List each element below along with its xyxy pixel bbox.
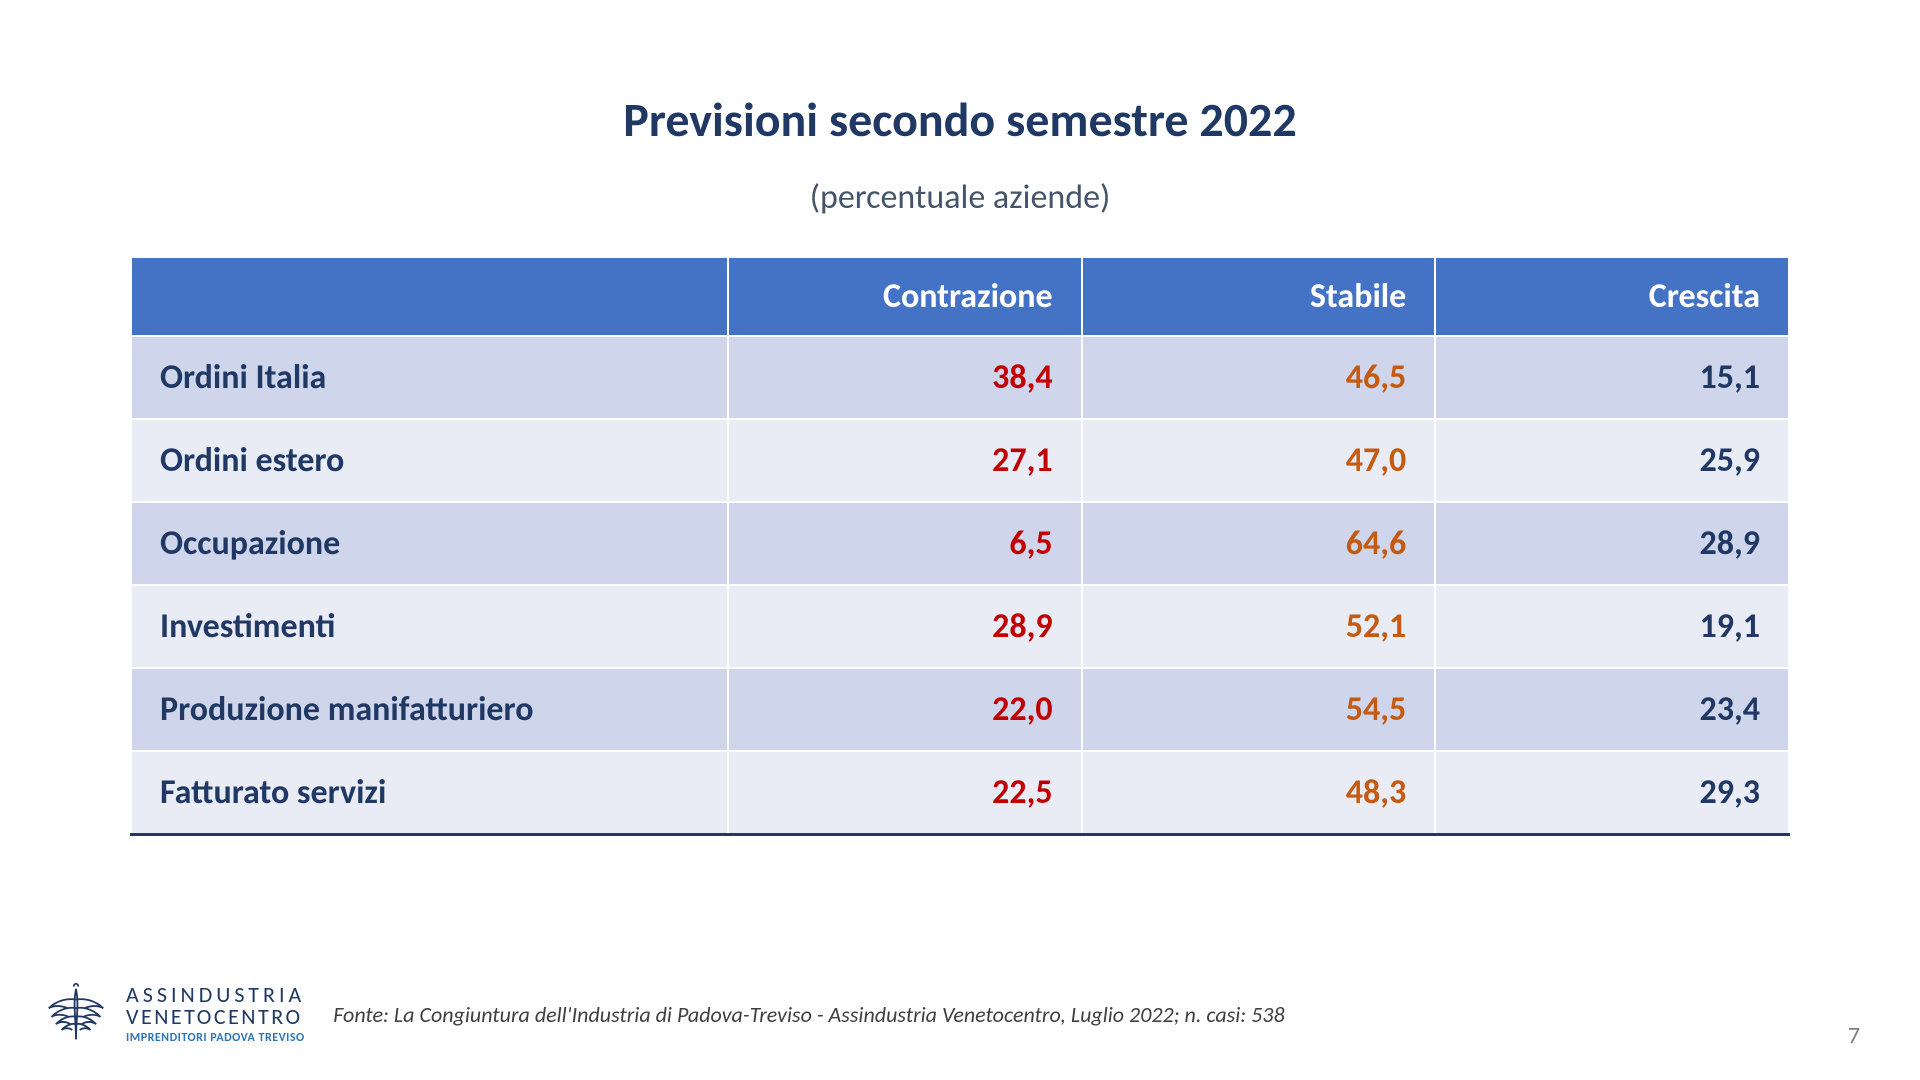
header-contrazione: Contrazione — [728, 257, 1082, 336]
cell-contrazione: 28,9 — [728, 585, 1082, 668]
slide-footer: ASSINDUSTRIA VENETOCENTRO IMPRENDITORI P… — [0, 978, 1920, 1050]
table-header-row: Contrazione Stabile Crescita — [131, 257, 1789, 336]
cell-contrazione: 38,4 — [728, 336, 1082, 419]
slide-subtitle: (percentuale aziende) — [130, 177, 1790, 218]
row-label: Fatturato servizi — [131, 751, 728, 835]
cell-stabile: 52,1 — [1082, 585, 1436, 668]
cell-contrazione: 6,5 — [728, 502, 1082, 585]
cell-crescita: 23,4 — [1435, 668, 1789, 751]
table-row: Fatturato servizi22,548,329,3 — [131, 751, 1789, 835]
table-row: Occupazione6,564,628,9 — [131, 502, 1789, 585]
slide-container: Previsioni secondo semestre 2022 (percen… — [0, 0, 1920, 1080]
row-label: Ordini Italia — [131, 336, 728, 419]
table-row: Produzione manifatturiero22,054,523,4 — [131, 668, 1789, 751]
cell-contrazione: 22,5 — [728, 751, 1082, 835]
cell-crescita: 28,9 — [1435, 502, 1789, 585]
header-stabile: Stabile — [1082, 257, 1436, 336]
row-label: Investimenti — [131, 585, 728, 668]
table-row: Ordini Italia38,446,515,1 — [131, 336, 1789, 419]
source-citation: Fonte: La Congiuntura dell'Industria di … — [333, 1001, 1828, 1028]
slide-title: Previsioni secondo semestre 2022 — [130, 90, 1790, 149]
row-label: Occupazione — [131, 502, 728, 585]
cell-contrazione: 22,0 — [728, 668, 1082, 751]
cell-stabile: 64,6 — [1082, 502, 1436, 585]
page-number: 7 — [1848, 1021, 1860, 1050]
logo-line2: VENETOCENTRO — [126, 1006, 305, 1028]
cell-stabile: 48,3 — [1082, 751, 1436, 835]
forecast-table: Contrazione Stabile Crescita Ordini Ital… — [130, 256, 1790, 836]
cell-stabile: 46,5 — [1082, 336, 1436, 419]
eagle-icon — [40, 978, 112, 1050]
header-crescita: Crescita — [1435, 257, 1789, 336]
logo-block: ASSINDUSTRIA VENETOCENTRO IMPRENDITORI P… — [40, 978, 305, 1050]
table-row: Ordini estero27,147,025,9 — [131, 419, 1789, 502]
row-label: Produzione manifatturiero — [131, 668, 728, 751]
cell-stabile: 54,5 — [1082, 668, 1436, 751]
table-row: Investimenti28,952,119,1 — [131, 585, 1789, 668]
row-label: Ordini estero — [131, 419, 728, 502]
cell-crescita: 19,1 — [1435, 585, 1789, 668]
cell-crescita: 25,9 — [1435, 419, 1789, 502]
logo-line3: IMPRENDITORI PADOVA TREVISO — [126, 1032, 305, 1044]
cell-crescita: 15,1 — [1435, 336, 1789, 419]
logo-text: ASSINDUSTRIA VENETOCENTRO IMPRENDITORI P… — [126, 984, 305, 1044]
header-empty — [131, 257, 728, 336]
cell-crescita: 29,3 — [1435, 751, 1789, 835]
cell-stabile: 47,0 — [1082, 419, 1436, 502]
cell-contrazione: 27,1 — [728, 419, 1082, 502]
